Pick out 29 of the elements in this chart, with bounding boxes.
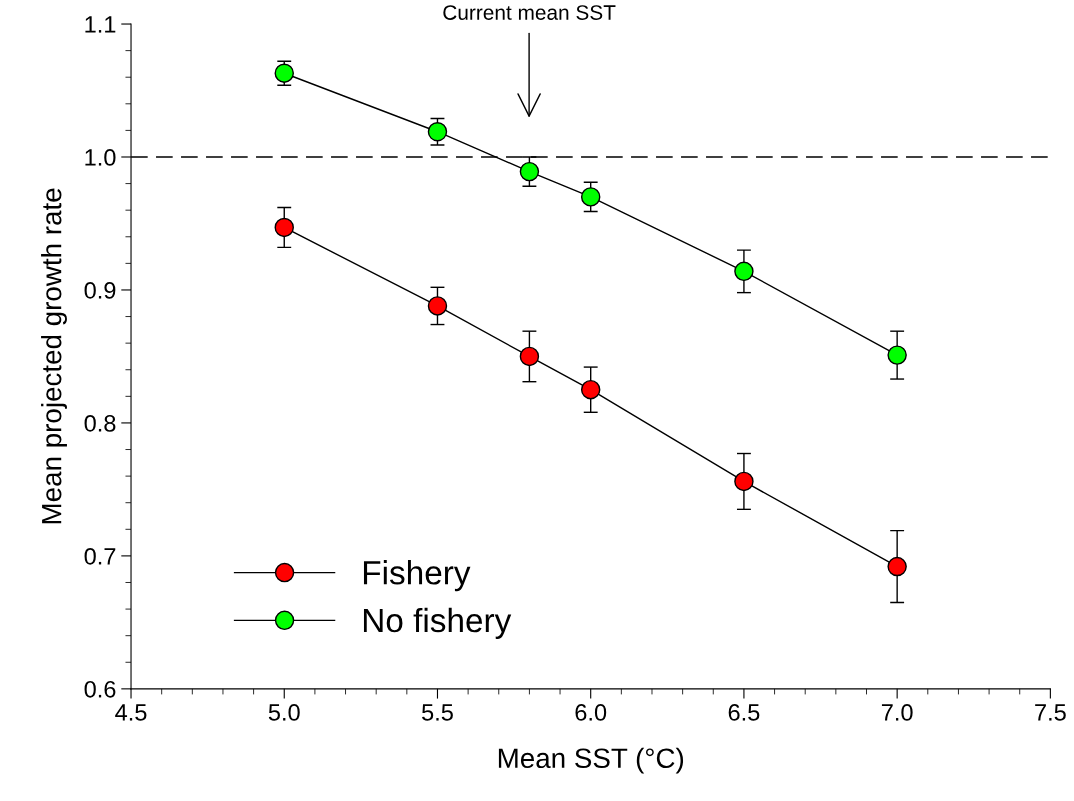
- point: [519, 161, 540, 182]
- x-tick-label: 7.0: [881, 704, 913, 721]
- x-tick-label: 4.5: [115, 704, 147, 721]
- point: [427, 122, 448, 142]
- y-tick-label: 0.7: [84, 547, 116, 565]
- y-tick-label: 1.1: [85, 16, 116, 33]
- y-tick-label: 0.8: [84, 415, 116, 432]
- x-tick-label: 7.5: [1035, 704, 1066, 721]
- y-tick-label: 0.9: [84, 282, 116, 299]
- x-tick-label: 6.0: [575, 704, 607, 721]
- x-tick-label: 5.5: [422, 704, 453, 721]
- point: [580, 187, 601, 207]
- point: [274, 217, 294, 238]
- y-axis-title: Mean projected growth rate: [41, 188, 67, 524]
- legend-label: Fishery: [363, 560, 471, 592]
- point: [580, 379, 601, 400]
- y-tick-label: 0.6: [84, 680, 116, 698]
- point: [734, 261, 754, 282]
- x-tick-label: 5.0: [268, 704, 300, 721]
- x-axis-title: Mean SST (°C): [498, 747, 684, 774]
- text: Current mean SST: [443, 5, 616, 20]
- point: [887, 345, 907, 365]
- point: [887, 556, 907, 577]
- point: [427, 296, 448, 316]
- point: [519, 346, 540, 367]
- legend-label: No fishery: [363, 607, 512, 639]
- y-tick-label: 1.0: [85, 149, 116, 166]
- point: [734, 471, 754, 492]
- x-tick-label: 6.5: [728, 704, 760, 721]
